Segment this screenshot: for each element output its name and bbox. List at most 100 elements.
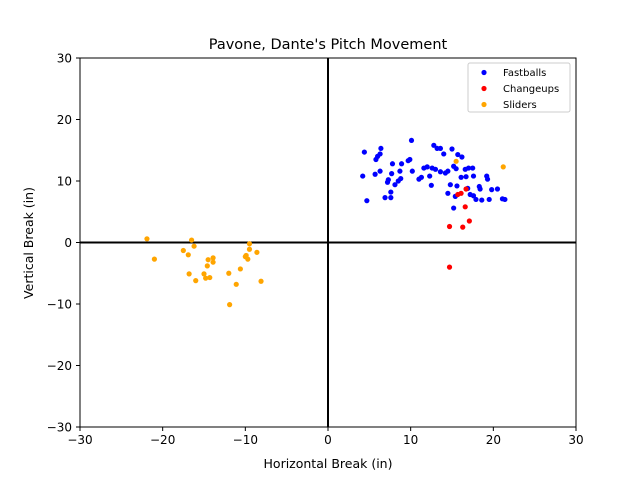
data-point [459, 154, 465, 160]
data-point [473, 196, 479, 203]
data-point [405, 158, 411, 164]
data-point [479, 197, 485, 203]
data-point [502, 196, 508, 203]
data-point [446, 223, 453, 230]
data-point [191, 243, 197, 249]
data-point [377, 151, 383, 157]
data-point [445, 168, 451, 174]
data-point [445, 190, 451, 196]
data-point [392, 182, 398, 188]
series-fastballs [360, 137, 508, 211]
data-point [477, 186, 483, 192]
y-axis-label: Vertical Break (in) [21, 187, 36, 299]
x-tick-label: 20 [486, 433, 501, 447]
data-point [233, 281, 239, 287]
data-point [446, 264, 453, 270]
data-point [207, 274, 213, 281]
reference-lines [80, 58, 576, 427]
data-point [210, 259, 216, 265]
data-point [494, 186, 501, 192]
y-tick-label: −20 [47, 359, 72, 373]
data-point [378, 145, 384, 152]
data-point [454, 183, 460, 189]
data-point [361, 149, 367, 155]
data-point [458, 190, 464, 196]
data-point [462, 204, 468, 210]
data-point [437, 169, 444, 175]
data-point [226, 270, 232, 276]
x-axis-label: Horizontal Break (in) [264, 456, 393, 471]
data-point [372, 171, 378, 177]
data-point [151, 256, 157, 262]
data-point [227, 302, 233, 308]
data-point [453, 166, 459, 172]
x-tick-label: 0 [324, 433, 332, 447]
data-point [427, 173, 433, 179]
legend-label: Sliders [503, 100, 537, 111]
data-point [388, 195, 394, 201]
data-point [245, 256, 251, 262]
y-tick-label: 10 [57, 175, 72, 189]
y-tick-label: −10 [47, 298, 72, 312]
data-point [486, 196, 492, 203]
data-point [193, 278, 199, 284]
y-tick-label: 20 [57, 113, 72, 127]
data-point [398, 161, 405, 167]
x-tick-label: −10 [233, 433, 258, 447]
data-point [389, 171, 395, 177]
y-tick-label: 30 [57, 52, 72, 66]
data-point [458, 174, 464, 180]
data-point [455, 151, 461, 158]
data-point [186, 271, 192, 277]
x-tick-label: −20 [150, 433, 175, 447]
legend-label: Fastballs [503, 68, 546, 79]
data-point [203, 275, 209, 281]
data-point [180, 247, 186, 254]
data-point [389, 161, 396, 167]
data-point [500, 164, 506, 170]
data-point [465, 165, 472, 171]
x-tick-label: −30 [67, 433, 92, 447]
data-point [451, 205, 457, 211]
y-tick-label: 0 [64, 236, 72, 250]
data-point [466, 218, 472, 224]
x-tick-label: 10 [403, 433, 418, 447]
series-changeups [446, 186, 472, 270]
data-point [210, 255, 216, 261]
data-point [360, 173, 366, 179]
data-point [397, 168, 403, 174]
data-point [201, 271, 207, 277]
data-point [398, 175, 404, 182]
chart-title: Pavone, Dante's Pitch Movement [209, 37, 448, 53]
legend-box [467, 62, 571, 113]
legend-marker [481, 69, 487, 76]
data-point [246, 246, 253, 252]
x-tick-label: 30 [568, 433, 583, 447]
data-point [460, 224, 466, 230]
data-point [364, 198, 370, 204]
data-point [489, 187, 495, 193]
data-point [189, 237, 195, 243]
data-points [144, 137, 508, 308]
data-point [205, 257, 211, 263]
legend-label: Changeups [503, 84, 559, 95]
legend-marker [481, 85, 487, 92]
y-tick-label: −30 [47, 421, 72, 435]
data-point [418, 174, 425, 180]
legend: Fastballs Changeups Sliders [467, 62, 571, 113]
data-point [428, 182, 434, 188]
data-point [254, 249, 260, 255]
series-sliders [144, 158, 506, 308]
data-point [382, 195, 388, 201]
data-point [470, 165, 476, 171]
data-point [408, 137, 415, 144]
data-point [470, 173, 477, 179]
data-point [204, 263, 210, 269]
data-point [237, 266, 243, 272]
data-point [463, 174, 469, 180]
data-point [467, 191, 473, 198]
data-point [388, 189, 394, 195]
legend-marker [481, 101, 487, 108]
